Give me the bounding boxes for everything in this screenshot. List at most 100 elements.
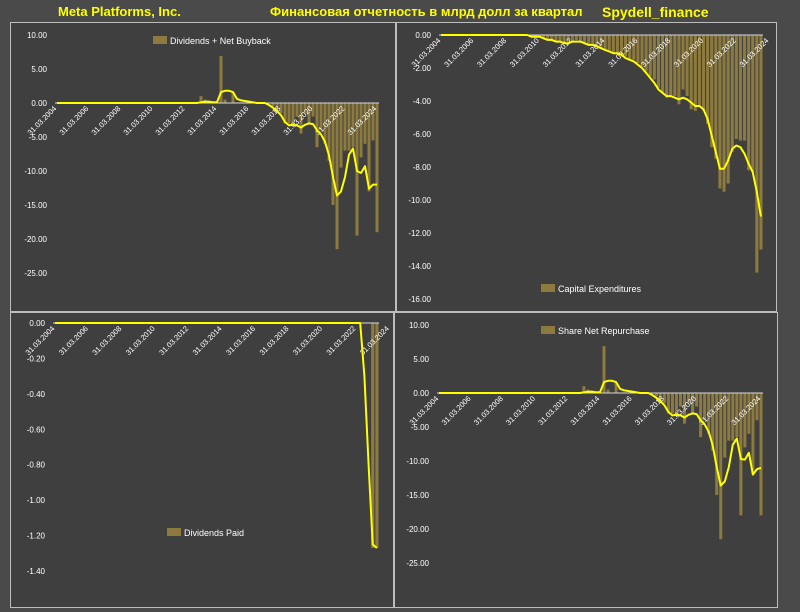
bar xyxy=(742,35,747,141)
legend-swatch xyxy=(153,36,167,44)
chart-panel-dividends-net-buyback: 10.00 5.00 0.00 -5.00 -10.00 -15.00 -20.00 -25.… xyxy=(10,22,396,312)
bar xyxy=(632,35,636,60)
bar xyxy=(595,35,599,47)
bar xyxy=(558,35,562,42)
y-tick-label: -1.00 xyxy=(27,496,46,505)
bar xyxy=(371,323,375,548)
chart-panel-capital-expenditures: 0.00 -2.00 -4.00 -6.00 -8.00 -10.00 -12.00 -14.… xyxy=(396,22,777,312)
bar xyxy=(674,393,678,414)
bar xyxy=(303,103,307,114)
bar xyxy=(726,35,730,184)
bar xyxy=(614,382,618,393)
bar xyxy=(731,393,735,441)
plot-background xyxy=(395,313,777,607)
legend-swatch xyxy=(541,326,555,334)
y-tick-label: -6.00 xyxy=(413,130,432,139)
y-tick-label: -14.00 xyxy=(408,262,431,271)
chart-panel-dividends-paid: 0.00 -0.20 -0.40 -0.60 -0.80 -1.00 -1.20 -1.40 3… xyxy=(10,312,394,608)
y-tick-label: -5.00 xyxy=(411,423,430,432)
bar xyxy=(583,35,587,44)
bar xyxy=(669,35,673,97)
y-tick-label: -10.00 xyxy=(406,457,429,466)
bar xyxy=(719,393,723,540)
y-tick-label: -15.00 xyxy=(24,201,47,210)
trend-line xyxy=(439,379,762,487)
bar xyxy=(751,35,755,172)
bar xyxy=(223,99,227,103)
y-tick-label: -10.00 xyxy=(408,196,431,205)
bar xyxy=(275,103,279,110)
bar xyxy=(554,35,558,42)
y-tick-label: -25.00 xyxy=(24,269,47,278)
bar xyxy=(699,393,703,438)
legend-swatch xyxy=(541,284,555,292)
y-tick-label: 0.00 xyxy=(29,319,45,328)
bar xyxy=(607,35,611,52)
bar xyxy=(714,35,718,159)
bar xyxy=(375,103,379,233)
bar xyxy=(723,393,727,458)
bar xyxy=(566,35,570,44)
bar xyxy=(670,393,674,414)
bar xyxy=(697,35,701,106)
y-tick-label: -25.00 xyxy=(406,559,429,568)
bar xyxy=(658,393,662,400)
chart-share-net-repurchase: 10.00 5.00 0.00 -5.00 -10.00 -15.00 -20.00 -25.… xyxy=(395,313,777,607)
bar xyxy=(351,103,355,148)
bar xyxy=(574,35,578,40)
y-tick-label: 0.00 xyxy=(413,389,429,398)
bar xyxy=(636,35,640,64)
bar xyxy=(695,393,699,407)
bar xyxy=(343,103,347,151)
bar xyxy=(747,35,751,171)
bar xyxy=(718,35,722,189)
bar xyxy=(678,393,683,407)
y-tick-label: 0.00 xyxy=(31,99,47,108)
bar xyxy=(550,35,554,40)
bar xyxy=(710,35,714,148)
y-tick-label: -5.00 xyxy=(29,133,48,142)
bar xyxy=(734,35,738,139)
bar xyxy=(375,323,379,548)
bar xyxy=(624,35,628,57)
y-tick-label: -20.00 xyxy=(24,235,47,244)
chart-capital-expenditures: 0.00 -2.00 -4.00 -6.00 -8.00 -10.00 -12.00 -14.… xyxy=(397,23,776,311)
bar xyxy=(359,103,363,158)
y-tick-label: -1.40 xyxy=(27,567,46,576)
bar xyxy=(319,103,323,131)
bar xyxy=(648,35,652,77)
bar xyxy=(706,35,710,125)
bar xyxy=(640,35,644,67)
y-tick-label: -1.20 xyxy=(27,532,46,541)
bar xyxy=(542,35,546,39)
y-tick-label: -15.00 xyxy=(406,491,429,500)
bar xyxy=(755,35,759,273)
bar xyxy=(603,35,607,50)
bar xyxy=(722,35,726,192)
bar xyxy=(759,393,763,516)
bar xyxy=(615,35,619,54)
bar xyxy=(599,35,603,49)
bar xyxy=(295,103,299,117)
report-subtitle: Финансовая отчетность в млрд долл за ква… xyxy=(270,4,583,19)
bar xyxy=(644,35,648,72)
y-tick-label: -2.00 xyxy=(413,64,432,73)
bar xyxy=(546,35,550,40)
chart-panel-share-net-repurchase: 10.00 5.00 0.00 -5.00 -10.00 -15.00 -20.00 -25.… xyxy=(394,312,778,608)
bar xyxy=(619,35,624,55)
company-title: Meta Platforms, Inc. xyxy=(58,4,181,19)
bar xyxy=(656,35,660,88)
bar xyxy=(730,35,734,153)
bar xyxy=(685,35,689,97)
bar xyxy=(701,35,706,111)
bar xyxy=(587,35,591,45)
bar xyxy=(755,393,759,421)
bar xyxy=(751,393,755,475)
bar xyxy=(660,35,665,93)
bar xyxy=(339,103,343,168)
bar xyxy=(673,35,677,97)
bar xyxy=(219,56,223,103)
bar xyxy=(231,92,235,103)
y-tick-label: -16.00 xyxy=(408,295,431,304)
y-tick-label: -20.00 xyxy=(406,525,429,534)
